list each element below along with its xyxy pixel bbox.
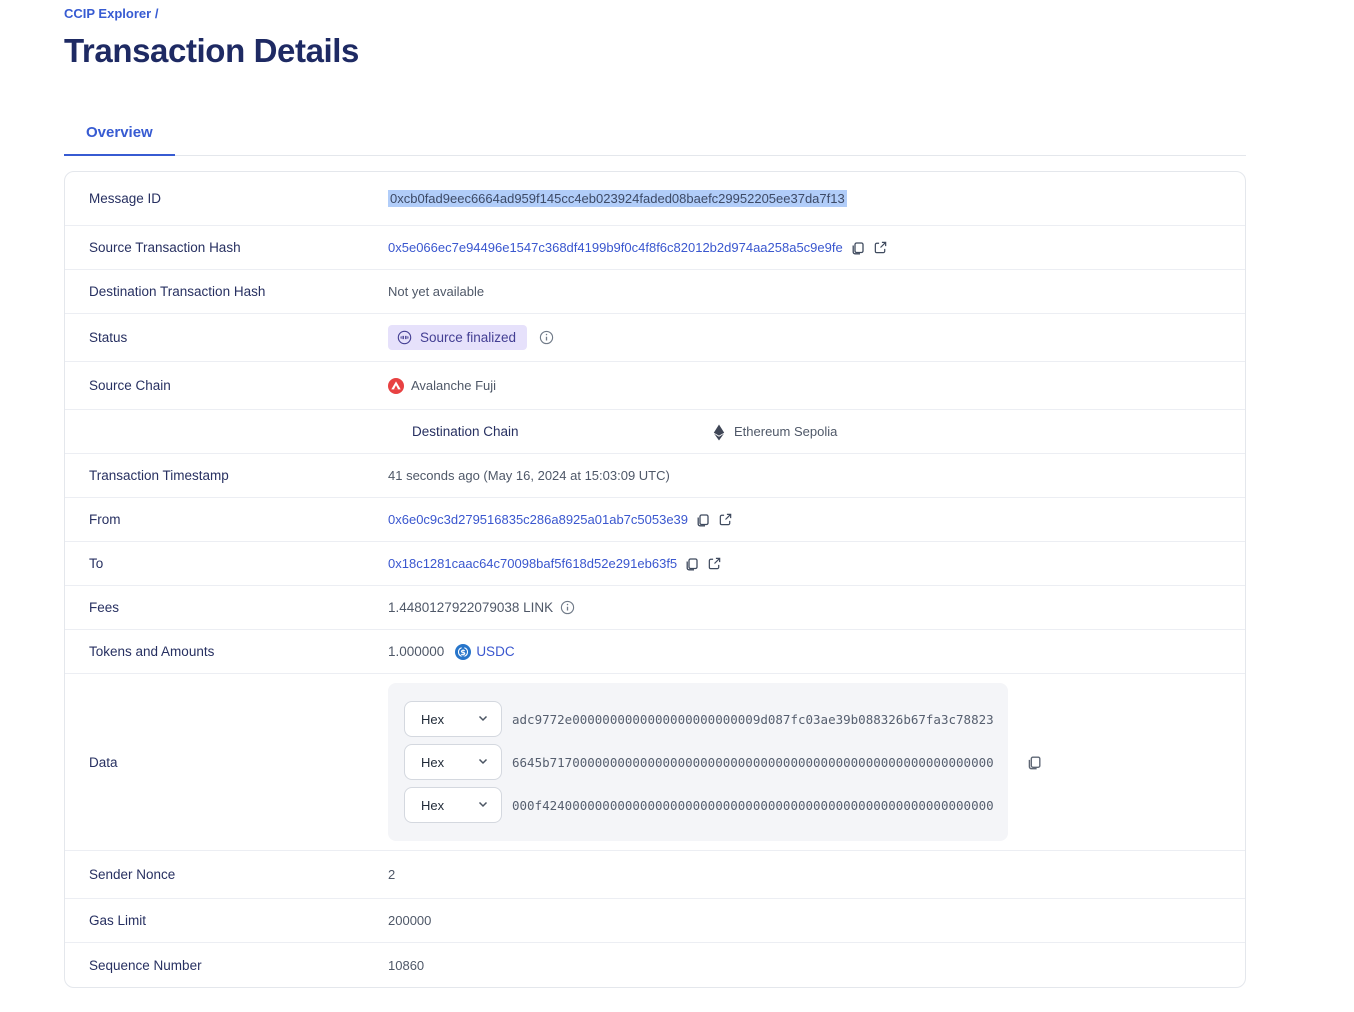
info-icon[interactable]: [560, 600, 575, 615]
breadcrumb: CCIP Explorer /: [64, 6, 1246, 21]
row-status: Status Source finalized: [65, 314, 1245, 362]
copy-icon[interactable]: [850, 240, 866, 256]
row-tokens-and-amounts: Tokens and Amounts 1.000000 $ USDC: [65, 630, 1245, 674]
fees-value: 1.4480127922079038 LINK: [388, 600, 554, 615]
row-label: Fees: [89, 600, 120, 615]
from-address-link[interactable]: 0x6e0c9c3d279516835c286a8925a01ab7c5053e…: [388, 512, 689, 527]
row-timestamp: Transaction Timestamp 41 seconds ago (Ma…: [65, 454, 1245, 498]
row-source-tx-hash: Source Transaction Hash 0x5e066ec7e94496…: [65, 226, 1245, 270]
transaction-details-page: CCIP Explorer / Transaction Details Over…: [64, 0, 1246, 988]
signal-circle-icon: [397, 330, 412, 345]
external-link-icon[interactable]: [707, 556, 722, 571]
row-fees: Fees 1.4480127922079038 LINK: [65, 586, 1245, 630]
external-link-icon[interactable]: [873, 240, 888, 255]
usdc-logo-icon: $: [455, 643, 472, 660]
row-sender-nonce: Sender Nonce 2: [65, 851, 1245, 899]
row-label: Data: [89, 754, 118, 770]
data-format-select[interactable]: Hex: [404, 744, 502, 780]
ethereum-logo-icon: [711, 424, 727, 440]
data-format-value: Hex: [421, 797, 445, 813]
chevron-down-icon: [477, 755, 489, 770]
copy-icon[interactable]: [684, 556, 700, 572]
data-hex-line: 6645b71700000000000000000000000000000000…: [512, 754, 994, 770]
data-hex-panel: Hex adc9772e0000000000000000000000009d08…: [388, 683, 1008, 841]
data-format-value: Hex: [421, 754, 445, 770]
timestamp-value: 41 seconds ago (May 16, 2024 at 15:03:09…: [388, 468, 670, 483]
row-label: Source Chain: [89, 378, 171, 393]
data-hex-line: adc9772e0000000000000000000000009d087fc0…: [512, 711, 994, 727]
svg-text:$: $: [461, 647, 467, 656]
to-address-link[interactable]: 0x18c1281caac64c70098baf5f618d52e291eb63…: [388, 556, 678, 571]
dest-chain-name: Ethereum Sepolia: [734, 424, 838, 439]
gas-limit-value: 200000: [388, 913, 432, 928]
token-symbol: USDC: [476, 644, 515, 659]
status-badge-label: Source finalized: [420, 330, 517, 345]
row-label: Sequence Number: [89, 957, 202, 973]
row-to: To 0x18c1281caac64c70098baf5f618d52e291e…: [65, 542, 1245, 586]
token-link[interactable]: $ USDC: [455, 643, 515, 660]
row-label: Source Transaction Hash: [89, 240, 241, 255]
row-message-id: Message ID 0xcb0fad9eec6664ad959f145cc4e…: [65, 172, 1245, 226]
status-badge: Source finalized: [388, 325, 528, 350]
copy-icon[interactable]: [695, 512, 711, 528]
data-line: Hex 000f42400000000000000000000000000000…: [404, 787, 994, 823]
data-line: Hex 6645b7170000000000000000000000000000…: [404, 744, 994, 780]
row-label: Destination Transaction Hash: [89, 284, 266, 299]
row-label: Tokens and Amounts: [89, 644, 215, 659]
avalanche-logo-icon: [388, 377, 404, 394]
tab-bar: Overview: [64, 114, 1246, 156]
row-dest-tx-hash: Destination Transaction Hash Not yet ava…: [65, 270, 1245, 314]
chevron-down-icon: [477, 798, 489, 813]
data-format-select[interactable]: Hex: [404, 701, 502, 737]
external-link-icon[interactable]: [718, 512, 733, 527]
breadcrumb-separator: /: [154, 6, 159, 21]
copy-icon[interactable]: [1026, 754, 1043, 771]
data-format-select[interactable]: Hex: [404, 787, 502, 823]
transaction-details-table: Message ID 0xcb0fad9eec6664ad959f145cc4e…: [64, 171, 1246, 988]
info-icon[interactable]: [539, 330, 554, 345]
row-label: Transaction Timestamp: [89, 468, 229, 483]
data-format-value: Hex: [421, 711, 445, 727]
row-sequence-number: Sequence Number 10860: [65, 943, 1245, 987]
row-label: To: [89, 556, 104, 571]
row-source-chain: Source Chain Avalanche Fuji: [65, 362, 1245, 410]
row-label: Destination Chain: [412, 424, 519, 439]
page-title: Transaction Details: [64, 32, 360, 69]
row-from: From 0x6e0c9c3d279516835c286a8925a01ab7c…: [65, 498, 1245, 542]
source-tx-hash-link[interactable]: 0x5e066ec7e94496e1547c368df4199b9f0c4f8f…: [388, 240, 843, 255]
tab-overview[interactable]: Overview: [64, 114, 175, 156]
row-gas-limit: Gas Limit 200000: [65, 899, 1245, 943]
breadcrumb-link-ccip-explorer[interactable]: CCIP Explorer: [64, 6, 152, 21]
row-label: Sender Nonce: [89, 867, 176, 882]
message-id-value: 0xcb0fad9eec6664ad959f145cc4eb023924fade…: [388, 190, 847, 207]
row-label: Gas Limit: [89, 913, 147, 928]
token-amount: 1.000000: [388, 644, 445, 659]
sender-nonce-value: 2: [388, 867, 396, 882]
dest-tx-hash-value: Not yet available: [388, 284, 485, 299]
data-line: Hex adc9772e0000000000000000000000009d08…: [404, 701, 994, 737]
row-dest-chain: Destination Chain Destination Chain Ethe…: [65, 410, 1245, 454]
source-chain-name: Avalanche Fuji: [411, 378, 497, 393]
sequence-number-value: 10860: [388, 957, 425, 973]
row-label: Status: [89, 330, 128, 345]
data-hex-line: 000f424000000000000000000000000000000000…: [512, 797, 994, 813]
row-data: Data Hex adc9772e00000000000000000000000…: [65, 674, 1245, 851]
row-label: From: [89, 512, 121, 527]
row-label: Message ID: [89, 191, 162, 206]
chevron-down-icon: [477, 712, 489, 727]
